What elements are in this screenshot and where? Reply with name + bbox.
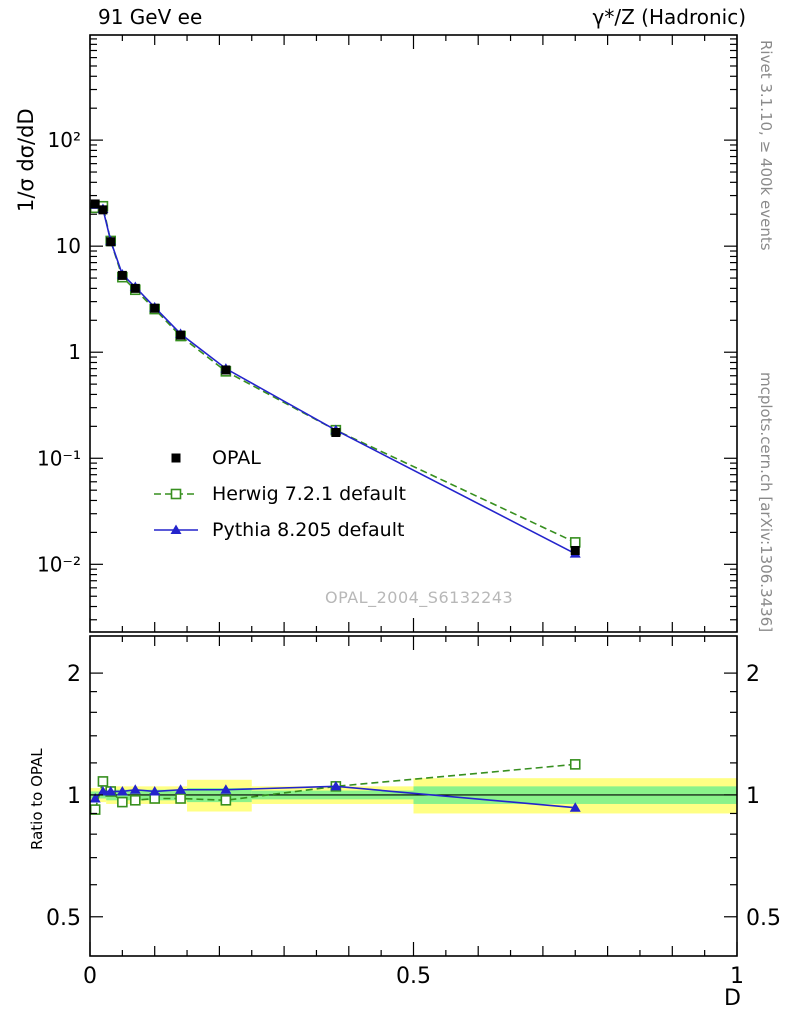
axes: [89, 34, 738, 957]
herwig-marker-icon: [154, 488, 198, 500]
mcplots-credit-text: mcplots.cern.ch [arXiv:1306.3436]: [757, 372, 775, 633]
ratio-uncertainty-bands: [90, 778, 737, 814]
svg-text:0: 0: [83, 964, 97, 989]
legend-item-herwig: Herwig 7.2.1 default: [152, 476, 406, 512]
svg-text:1: 1: [67, 784, 81, 809]
svg-text:2: 2: [746, 662, 760, 687]
svg-text:1: 1: [68, 340, 81, 364]
process-title: γ*/Z (Hadronic): [592, 5, 746, 29]
ratio-panel-series: [89, 759, 581, 815]
pythia-marker-icon: [154, 524, 198, 534]
opal-marker-icon: [171, 453, 181, 463]
legend-label-pythia: Pythia 8.205 default: [212, 519, 405, 541]
x-axis-label: D: [724, 986, 741, 1011]
svg-text:0.5: 0.5: [396, 964, 431, 989]
svg-text:10⁻¹: 10⁻¹: [37, 446, 81, 470]
y-axis-label-main: 1/σ dσ/dD: [14, 108, 38, 212]
svg-text:10: 10: [56, 234, 81, 258]
legend: OPAL Herwig 7.2.1 default Pythia 8.205 d…: [152, 440, 406, 548]
rivet-version-text: Rivet 3.1.10, ≥ 400k events: [757, 40, 775, 251]
legend-item-pythia: Pythia 8.205 default: [152, 512, 406, 548]
y-axis-label-ratio: Ratio to OPAL: [28, 748, 46, 850]
main-panel-series: [89, 199, 581, 558]
svg-text:2: 2: [67, 662, 81, 687]
legend-label-opal: OPAL: [212, 447, 261, 469]
svg-text:1: 1: [730, 964, 744, 989]
legend-label-herwig: Herwig 7.2.1 default: [212, 483, 406, 505]
beam-energy-title: 91 GeV ee: [98, 5, 203, 29]
svg-text:10²: 10²: [48, 128, 81, 152]
svg-text:10⁻²: 10⁻²: [37, 552, 81, 576]
legend-item-opal: OPAL: [152, 440, 406, 476]
svg-text:0.5: 0.5: [746, 906, 781, 931]
analysis-id-watermark: OPAL_2004_S6132243: [325, 588, 514, 607]
svg-text:1: 1: [746, 784, 760, 809]
svg-text:0.5: 0.5: [46, 906, 81, 931]
